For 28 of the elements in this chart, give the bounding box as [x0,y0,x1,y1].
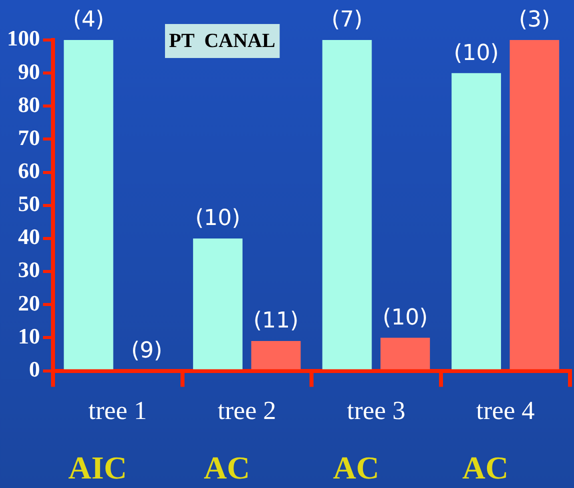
annotation: (10) [454,40,499,66]
text: AC [333,449,380,486]
chart-title: PT CANAL [169,30,276,52]
y-tick-label: 50 [18,191,40,216]
y-tick-label: 60 [18,158,40,184]
y-tick-label: 40 [18,224,40,250]
y-tick-label: 30 [18,257,40,282]
y-tick-label: 100 [7,26,40,51]
annotation: (10) [195,206,240,232]
y-tick-label: 70 [18,124,40,150]
annotation: (7) [331,8,363,33]
annotation: (10) [382,305,428,330]
annotation: (11) [253,308,299,334]
y-tick-label: 10 [18,323,40,348]
annotation: (4) [72,8,104,33]
text: AC [462,449,508,486]
y-tick-label: 80 [18,92,40,117]
x-tick-label: tree 3 [346,396,406,426]
x-tick-label: tree 1 [88,396,147,426]
x-tick-label: tree 2 [218,396,276,426]
y-tick-label: 20 [18,290,40,316]
text: AC [204,449,250,486]
y-tick-label: 90 [18,58,40,84]
x-tick-label: tree 4 [476,396,535,426]
annotation: (3) [518,8,550,33]
annotation: (9) [131,338,162,364]
y-tick-label: 0 [29,356,40,382]
text: AIC [68,449,127,486]
